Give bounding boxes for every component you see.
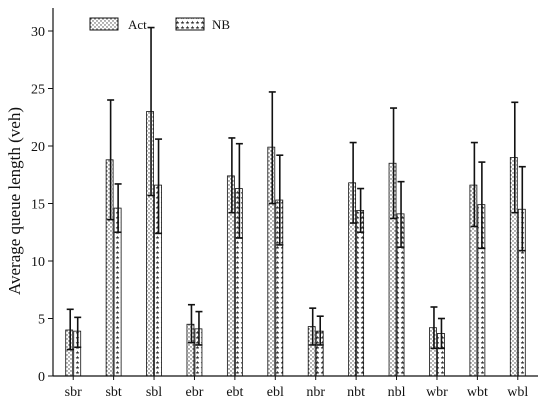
error-bar-act-sbl: [147, 26, 155, 197]
bar-act-sbt: [105, 159, 114, 377]
y-tick-label: 15: [31, 198, 45, 213]
error-bars-layer: [66, 26, 526, 351]
error-bar-act-ebl: [268, 91, 276, 205]
error-bar-nb-nbr: [316, 315, 324, 346]
x-tick-label: sbl: [146, 385, 162, 400]
error-bar-nb-wbt: [478, 161, 486, 250]
x-tick-label: nbr: [306, 385, 325, 400]
error-bar-nb-sbl: [155, 138, 163, 235]
error-bar-nb-sbt: [114, 183, 122, 234]
y-ticks: 0 5 10 15 20 25 30: [31, 25, 53, 385]
x-tick-label: wbl: [507, 385, 528, 400]
bar-act-nbr: [307, 326, 316, 377]
legend-label-act: Act: [128, 17, 147, 32]
x-tick-label: wbt: [467, 385, 488, 400]
bar-nb-sbt: [113, 207, 122, 377]
y-tick-label: 0: [38, 370, 45, 385]
error-bar-nb-nbl: [397, 180, 405, 248]
error-bar-nb-ebl: [276, 154, 284, 246]
error-bar-nb-ebr: [195, 310, 203, 346]
bars-layer: [65, 111, 526, 377]
x-ticks: sbr sbt sbl ebr ebt ebl nbr nbt nbl wbr wbt wbl: [65, 376, 528, 400]
error-bar-act-wbr: [430, 306, 438, 350]
error-bar-act-nbt: [349, 141, 357, 224]
y-tick-label: 30: [31, 25, 45, 40]
bar-act-ebl: [267, 146, 276, 377]
error-bar-act-ebr: [187, 303, 195, 344]
legend-swatch-act: [89, 17, 119, 31]
y-tick-label: 5: [38, 313, 45, 328]
error-bar-act-nbl: [390, 107, 398, 220]
error-bar-nb-sbr: [74, 316, 82, 349]
bar-act-wbr: [429, 327, 437, 377]
error-bar-act-ebt: [228, 137, 236, 214]
legend-label-nb: NB: [212, 17, 230, 32]
bar-act-sbl: [146, 111, 154, 377]
x-tick-label: ebr: [186, 385, 204, 400]
y-tick-label: 20: [31, 140, 45, 155]
bar-act-nbt: [348, 182, 357, 377]
bar-nb-nbt: [356, 209, 365, 377]
error-bar-act-sbt: [107, 99, 115, 221]
error-bar-act-nbr: [309, 307, 317, 346]
y-tick-label: 25: [31, 83, 45, 98]
error-bar-nb-wbr: [437, 317, 445, 350]
x-tick-label: nbl: [388, 385, 406, 400]
x-tick-label: ebl: [267, 385, 284, 400]
bar-act-wbl: [509, 157, 518, 377]
bar-act-sbr: [65, 329, 74, 377]
x-tick-label: sbt: [105, 385, 121, 400]
legend-swatch-nb: [175, 17, 205, 31]
bar-act-nbl: [388, 162, 397, 377]
x-tick-label: wbr: [426, 385, 448, 400]
bar-act-ebr: [186, 323, 195, 377]
legend: Act NB: [89, 17, 230, 32]
error-bar-nb-ebt: [235, 142, 243, 239]
error-bar-act-wbl: [511, 101, 519, 214]
y-tick-label: 10: [31, 255, 45, 270]
bar-act-wbt: [469, 184, 478, 377]
x-tick-label: nbt: [347, 385, 365, 400]
error-bar-act-sbr: [66, 308, 74, 351]
error-bar-nb-nbt: [357, 187, 365, 234]
error-bar-nb-wbl: [518, 165, 526, 252]
x-tick-label: sbr: [65, 385, 82, 400]
bar-act-ebt: [226, 175, 235, 377]
error-bar-act-wbt: [470, 141, 478, 228]
y-axis-label: Average queue length (veh): [5, 107, 24, 295]
x-tick-label: ebt: [226, 385, 243, 400]
